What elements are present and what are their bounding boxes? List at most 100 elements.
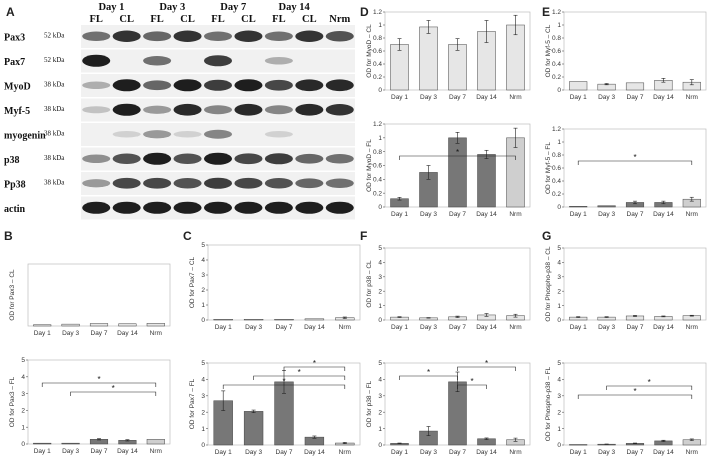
- blot-kda-marker: 52 kDa: [44, 56, 65, 64]
- significance-bracket: [70, 391, 157, 396]
- x-tick-label: Day 7: [627, 94, 644, 101]
- y-axis-label: OD for Phospho-p38 – CL: [545, 246, 552, 322]
- significance-star: *: [427, 368, 430, 377]
- significance-star: *: [97, 375, 100, 384]
- y-tick-label: 0.8: [373, 35, 382, 42]
- blot-lane-label: CL: [241, 14, 256, 25]
- y-axis-label: OD for Pax3 – CL: [9, 269, 16, 321]
- significance-star: *: [648, 378, 651, 387]
- blot-band: [112, 177, 141, 189]
- x-tick-label: Day 14: [653, 324, 674, 331]
- bar: [274, 319, 294, 321]
- y-tick-label: 0: [201, 317, 205, 324]
- blot-band: [143, 130, 172, 139]
- x-tick-label: Day 14: [476, 94, 497, 101]
- blot-band: [264, 130, 293, 138]
- chart-panel-b-cl: B OD for Pax3 – CL Day 1 Day 3 Day 7 Day 14 Nr…: [4, 229, 171, 337]
- y-axis-label: OD for Pax3 – FL: [9, 376, 16, 427]
- blot-band: [295, 201, 324, 214]
- blot-band: [295, 153, 324, 164]
- y-tick-label: 0.2: [373, 190, 382, 197]
- blot-band: [82, 81, 111, 90]
- y-tick-label: 2: [378, 409, 382, 416]
- blot-band: [325, 79, 354, 92]
- x-tick-label: Nrm: [509, 449, 521, 456]
- plot-frame: [563, 128, 707, 208]
- x-tick-label: Day 7: [449, 449, 466, 456]
- significance-bracket: [283, 366, 346, 371]
- blot-lane-label: CL: [119, 14, 134, 25]
- y-tick-label: 4: [201, 377, 205, 384]
- blot-band: [112, 30, 141, 42]
- bar: [477, 154, 496, 208]
- blot-day-header: Day 7: [220, 2, 246, 13]
- plot-frame: [27, 359, 171, 445]
- blot-band: [264, 31, 293, 42]
- y-tick-label: 1: [201, 426, 205, 433]
- x-tick-label: Day 14: [304, 449, 325, 456]
- y-axis-label: OD for Phospho-p38 – FL: [545, 366, 552, 441]
- y-tick-label: 0.6: [552, 48, 561, 55]
- y-tick-label: 2: [557, 288, 561, 295]
- blot-band: [203, 201, 233, 214]
- significance-bracket: [253, 375, 346, 380]
- blot-band: [203, 152, 233, 165]
- x-tick-label: Day 7: [449, 324, 466, 331]
- y-tick-label: 0.2: [552, 191, 561, 198]
- bar: [569, 444, 588, 446]
- y-tick-label: 1: [21, 424, 25, 431]
- bar: [569, 206, 588, 208]
- significance-bracket: [457, 384, 487, 389]
- x-tick-label: Day 3: [245, 324, 262, 331]
- blot-band: [112, 79, 141, 92]
- blot-band: [143, 80, 172, 91]
- x-tick-label: Day 7: [449, 94, 466, 101]
- bar: [625, 82, 645, 91]
- y-tick-label: 0: [557, 204, 561, 211]
- bar: [89, 323, 109, 327]
- panel-label-E: E: [542, 5, 550, 19]
- y-tick-label: 1: [378, 426, 382, 433]
- y-tick-label: 0.6: [373, 48, 382, 55]
- blot-band: [173, 178, 202, 189]
- panel-label-G: G: [542, 229, 551, 243]
- x-tick-label: Day 1: [570, 211, 587, 218]
- y-tick-label: 1: [201, 302, 205, 309]
- x-tick-label: Day 3: [420, 211, 437, 218]
- blot-band: [325, 178, 354, 189]
- blot-band: [295, 178, 324, 189]
- blot-lane-label: FL: [211, 14, 224, 25]
- x-tick-label: Day 7: [627, 449, 644, 456]
- y-axis-label: OD for p38 – CL: [366, 260, 373, 308]
- plot-frame: [207, 244, 361, 321]
- x-tick-label: Day 3: [420, 94, 437, 101]
- x-tick-label: Day 3: [598, 94, 615, 101]
- y-tick-label: 2: [378, 288, 382, 295]
- x-tick-label: Nrm: [686, 211, 698, 218]
- blot-kda-marker: 38 kDa: [44, 105, 65, 113]
- y-tick-label: 4: [557, 377, 561, 384]
- blot-band: [82, 154, 111, 164]
- blot-band: [203, 31, 233, 42]
- x-tick-label: Day 1: [391, 449, 408, 456]
- y-tick-label: 0.4: [552, 178, 561, 185]
- blot-band: [173, 79, 202, 92]
- blot-kda-marker: 38 kDa: [44, 154, 65, 162]
- blot-kda-marker: 38 kDa: [44, 129, 65, 137]
- blot-lane-label: FL: [150, 14, 163, 25]
- y-tick-label: 3: [557, 393, 561, 400]
- bar: [61, 323, 80, 327]
- blot-row-label: p38: [4, 155, 20, 166]
- y-axis-label: OD for Pax7 – FL: [189, 378, 196, 429]
- chart-panel-f-cl: F 0 1 2 3 4 5 OD for p38 – CL Day 1 Day 3 Day 7 Day…: [360, 229, 531, 331]
- chart-panel-e-fl: 0 0.2 0.4 0.6 0.8 1 1.2 OD for Myf-5 – FL Day 1 D…: [545, 126, 707, 218]
- y-tick-label: 4: [378, 377, 382, 384]
- x-tick-label: Day 1: [570, 449, 587, 456]
- blot-band: [325, 201, 354, 214]
- y-tick-label: 0: [378, 317, 382, 324]
- blot-band: [264, 105, 293, 115]
- significance-bracket: [457, 366, 516, 371]
- x-tick-label: Nrm: [150, 330, 162, 337]
- x-tick-label: Day 7: [627, 324, 644, 331]
- bar: [118, 323, 137, 327]
